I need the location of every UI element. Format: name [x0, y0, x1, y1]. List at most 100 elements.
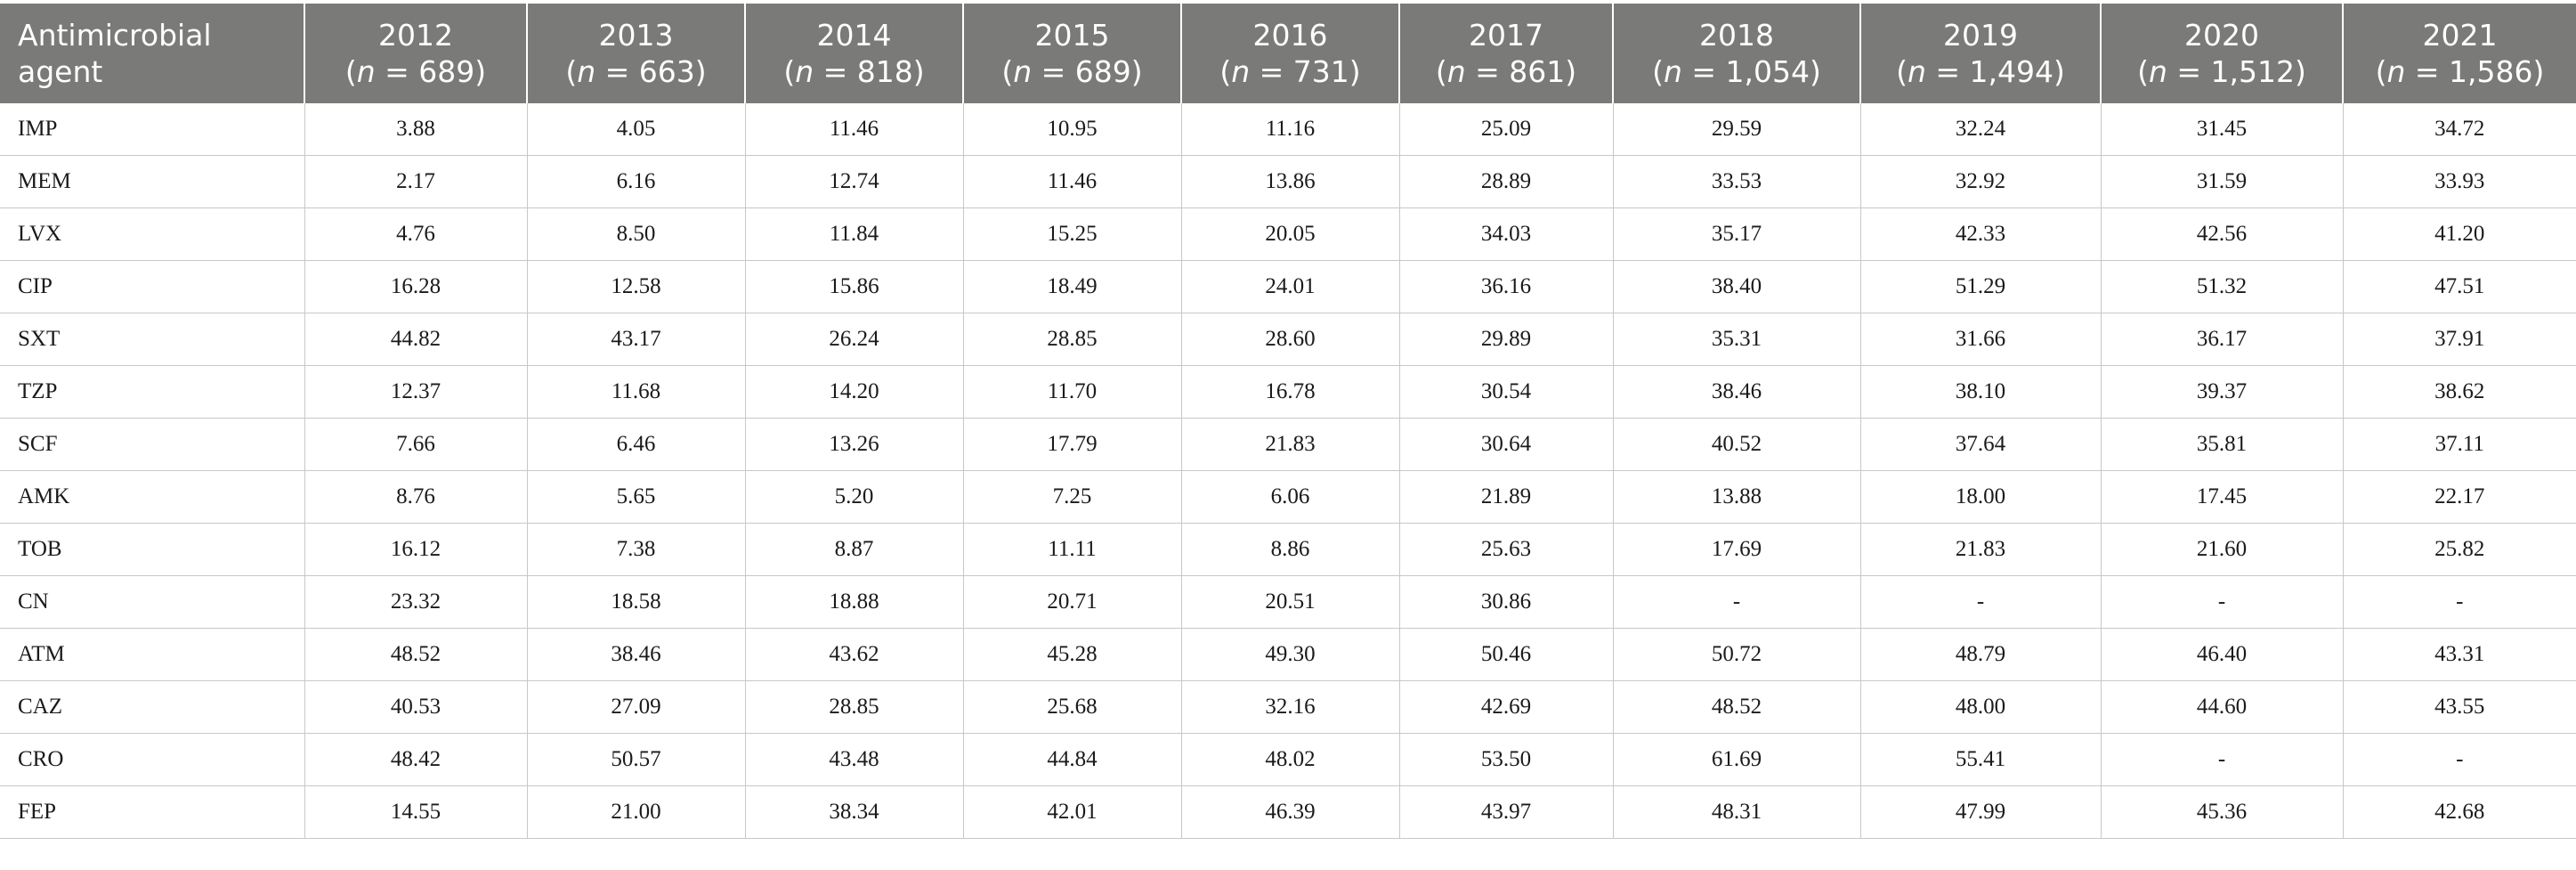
value-cell: 17.69	[1613, 523, 1861, 576]
table-row: CRO 48.42 50.57 43.48 44.84 48.02 53.50 61.69 55…	[0, 733, 2576, 786]
value-cell: 50.72	[1613, 628, 1861, 681]
value-cell: 20.71	[963, 575, 1182, 629]
table-row: CN 23.32 18.58 18.88 20.71 20.51 30.86- - - -	[0, 575, 2576, 629]
year-label: 2013	[598, 18, 674, 53]
year-column-header: 2019 (n = 1,494)	[1860, 4, 2102, 103]
sample-size-label: (n = 1,512)	[2137, 54, 2306, 89]
value-cell: 7.25	[963, 470, 1182, 524]
value-cell: 26.24	[745, 313, 964, 366]
year-label: 2017	[1469, 18, 1543, 53]
value-cell: 28.85	[745, 680, 964, 734]
agent-cell: TZP	[0, 365, 305, 419]
value-cell: 12.58	[527, 260, 746, 313]
value-cell: 25.68	[963, 680, 1182, 734]
table-row: TZP 12.37 11.68 14.20 11.70 16.78 30.54 38.46 38…	[0, 365, 2576, 419]
table-row: AMK 8.76 5.65 5.20 7.25 6.06 21.89 13.88 18.00 17…	[0, 470, 2576, 524]
table-row: IMP 3.88 4.05 11.46 10.95 11.16 25.09 29.59 32.2…	[0, 103, 2576, 156]
value-cell: 33.93	[2343, 155, 2576, 208]
year-column-header: 2015 (n = 689)	[963, 4, 1182, 103]
table-row: SXT 44.82 43.17 26.24 28.85 28.60 29.89 35.31 31…	[0, 313, 2576, 366]
value-cell: 25.82	[2343, 523, 2576, 576]
value-cell: 11.46	[963, 155, 1182, 208]
sample-size-label: (n = 663)	[565, 54, 707, 89]
value-cell: 12.74	[745, 155, 964, 208]
header-row: Antimicrobial agent 2012 (n = 689) 2013 (n…	[0, 4, 2576, 103]
value-cell: -	[1860, 575, 2102, 629]
sample-size-label: (n = 818)	[783, 54, 925, 89]
value-cell: 42.56	[2101, 207, 2344, 261]
value-cell: 34.03	[1399, 207, 1614, 261]
value-cell: 37.91	[2343, 313, 2576, 366]
value-cell: 53.50	[1399, 733, 1614, 786]
value-cell: 38.46	[527, 628, 746, 681]
value-cell: 61.69	[1613, 733, 1861, 786]
value-cell: 41.20	[2343, 207, 2576, 261]
value-cell: 5.20	[745, 470, 964, 524]
value-cell: 14.20	[745, 365, 964, 419]
table-row: MEM 2.17 6.16 12.74 11.46 13.86 28.89 33.53 32.9…	[0, 155, 2576, 208]
sample-size-label: (n = 731)	[1219, 54, 1361, 89]
value-cell: 6.06	[1181, 470, 1400, 524]
year-column-header: 2014 (n = 818)	[745, 4, 964, 103]
value-cell: 11.70	[963, 365, 1182, 419]
year-label: 2014	[816, 18, 892, 53]
value-cell: -	[2343, 575, 2576, 629]
value-cell: 20.51	[1181, 575, 1400, 629]
value-cell: 5.65	[527, 470, 746, 524]
year-column-header: 2013 (n = 663)	[527, 4, 746, 103]
value-cell: 42.33	[1860, 207, 2102, 261]
value-cell: 44.84	[963, 733, 1182, 786]
value-cell: 10.95	[963, 103, 1182, 156]
agent-cell: LVX	[0, 207, 305, 261]
agent-cell: TOB	[0, 523, 305, 576]
value-cell: 37.64	[1860, 418, 2102, 471]
year-label: 2021	[2422, 18, 2498, 53]
value-cell: 38.10	[1860, 365, 2102, 419]
value-cell: 47.51	[2343, 260, 2576, 313]
value-cell: 11.68	[527, 365, 746, 419]
value-cell: 16.78	[1181, 365, 1400, 419]
value-cell: 13.86	[1181, 155, 1400, 208]
value-cell: 4.05	[527, 103, 746, 156]
value-cell: 15.25	[963, 207, 1182, 261]
value-cell: 46.40	[2101, 628, 2344, 681]
table-row: LVX 4.76 8.50 11.84 15.25 20.05 34.03 35.17 42.3…	[0, 207, 2576, 261]
value-cell: 7.66	[304, 418, 528, 471]
value-cell: 39.37	[2101, 365, 2344, 419]
value-cell: 30.86	[1399, 575, 1614, 629]
value-cell: 14.55	[304, 785, 528, 839]
value-cell: 50.57	[527, 733, 746, 786]
value-cell: 11.84	[745, 207, 964, 261]
value-cell: 13.26	[745, 418, 964, 471]
year-column-header: 2018 (n = 1,054)	[1613, 4, 1861, 103]
value-cell: 35.31	[1613, 313, 1861, 366]
value-cell: 11.46	[745, 103, 964, 156]
value-cell: 11.11	[963, 523, 1182, 576]
value-cell: 48.52	[1613, 680, 1861, 734]
value-cell: 13.88	[1613, 470, 1861, 524]
agent-cell: MEM	[0, 155, 305, 208]
agent-cell: CIP	[0, 260, 305, 313]
year-label: 2018	[1699, 18, 1774, 53]
sample-size-label: (n = 1,494)	[1896, 54, 2065, 89]
year-column-header: 2020 (n = 1,512)	[2101, 4, 2344, 103]
value-cell: 12.37	[304, 365, 528, 419]
value-cell: 36.16	[1399, 260, 1614, 313]
value-cell: 37.11	[2343, 418, 2576, 471]
agent-column-header: Antimicrobial agent	[0, 4, 305, 103]
value-cell: 38.40	[1613, 260, 1861, 313]
value-cell: 31.59	[2101, 155, 2344, 208]
value-cell: 20.05	[1181, 207, 1400, 261]
value-cell: 4.76	[304, 207, 528, 261]
sample-size-label: (n = 1,054)	[1652, 54, 1821, 89]
value-cell: 21.83	[1181, 418, 1400, 471]
value-cell: 6.16	[527, 155, 746, 208]
value-cell: 35.81	[2101, 418, 2344, 471]
table-row: CIP 16.28 12.58 15.86 18.49 24.01 36.16 38.40 51…	[0, 260, 2576, 313]
value-cell: 43.62	[745, 628, 964, 681]
agent-cell: FEP	[0, 785, 305, 839]
value-cell: 17.45	[2101, 470, 2344, 524]
value-cell: 8.76	[304, 470, 528, 524]
value-cell: 42.01	[963, 785, 1182, 839]
value-cell: 21.89	[1399, 470, 1614, 524]
